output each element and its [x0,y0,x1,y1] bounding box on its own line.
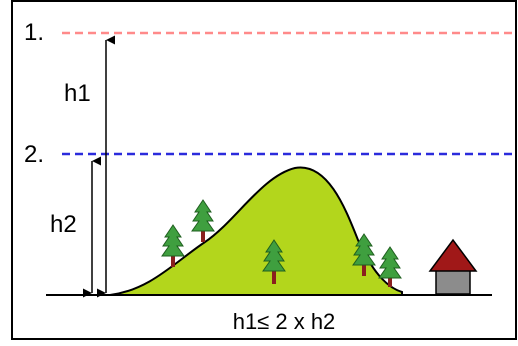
tree-icon [191,199,215,242]
tree-icon [378,246,402,287]
tree-icon [262,239,286,284]
tree-icon [161,224,185,267]
formula-text: h1≤ 2 x h2 [233,309,336,334]
tree-icon [352,233,376,276]
level-1-label: 1. [24,19,44,46]
level-2-label: 2. [24,141,44,168]
house-icon [428,238,478,295]
h1-label: h1 [64,80,91,107]
h2-label: h2 [50,211,77,238]
